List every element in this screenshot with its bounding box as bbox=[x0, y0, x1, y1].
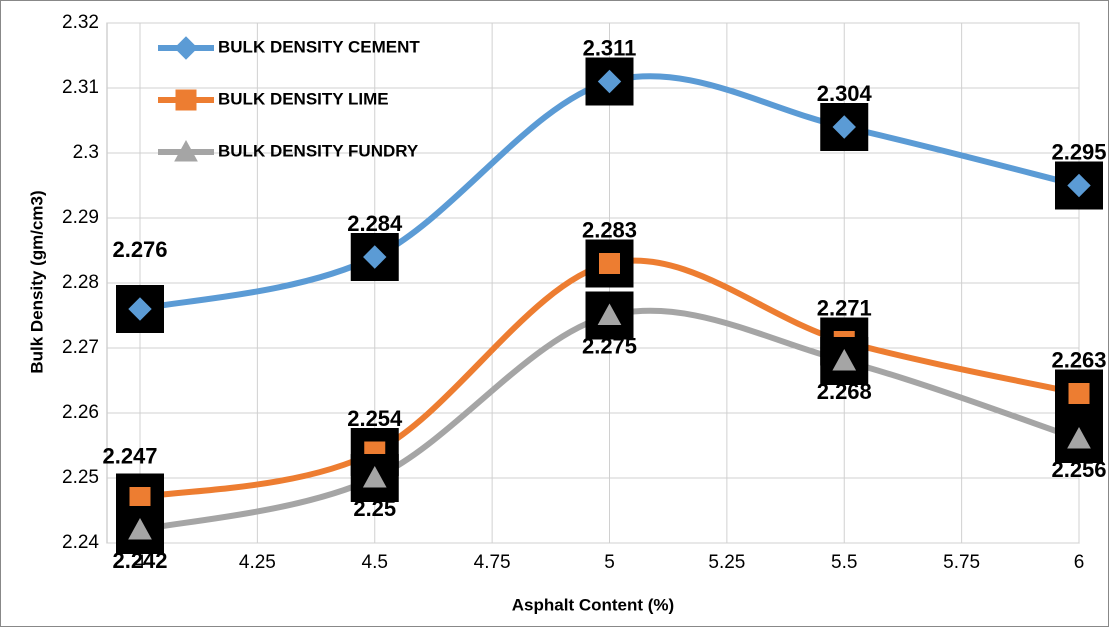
x-tick-label: 5.5 bbox=[831, 552, 857, 573]
y-tick-label: 2.25 bbox=[62, 467, 99, 488]
legend-label: BULK DENSITY CEMENT bbox=[218, 37, 420, 56]
x-tick-label: 4.75 bbox=[474, 552, 511, 573]
data-label: 2.263 bbox=[1051, 347, 1106, 372]
y-tick-label: 2.28 bbox=[62, 272, 99, 293]
data-label: 2.247 bbox=[102, 443, 157, 468]
marker bbox=[128, 297, 152, 321]
x-tick-label: 4.25 bbox=[239, 552, 276, 573]
marker bbox=[363, 245, 387, 269]
y-tick-label: 2.32 bbox=[62, 12, 99, 33]
y-tick-label: 2.31 bbox=[62, 77, 99, 98]
marker bbox=[175, 89, 197, 111]
y-tick-label: 2.26 bbox=[62, 402, 99, 423]
data-label: 2.283 bbox=[582, 217, 637, 242]
y-tick-label: 2.27 bbox=[62, 337, 99, 358]
data-label: 2.254 bbox=[347, 406, 403, 431]
x-axis-title: Asphalt Content (%) bbox=[512, 595, 674, 614]
x-tick-label: 6 bbox=[1074, 552, 1085, 573]
marker bbox=[597, 69, 622, 94]
legend-label: BULK DENSITY FUNDRY bbox=[218, 141, 419, 160]
legend-label: BULK DENSITY LIME bbox=[218, 89, 389, 108]
x-tick-label: 5.75 bbox=[943, 552, 980, 573]
data-label: 2.271 bbox=[817, 295, 872, 320]
marker bbox=[174, 139, 198, 162]
marker bbox=[128, 517, 152, 540]
marker bbox=[174, 36, 198, 60]
data-label: 2.276 bbox=[112, 237, 167, 262]
data-label: 2.284 bbox=[347, 211, 403, 236]
marker bbox=[1068, 383, 1090, 404]
y-tick-label: 2.29 bbox=[62, 207, 99, 228]
x-tick-label: 4 bbox=[135, 552, 146, 573]
data-label: 2.275 bbox=[582, 333, 637, 358]
marker bbox=[362, 465, 387, 488]
marker bbox=[832, 348, 857, 371]
marker bbox=[832, 115, 856, 139]
y-tick-label: 2.24 bbox=[62, 532, 99, 553]
x-tick-label: 5.25 bbox=[708, 552, 745, 573]
data-label: 2.304 bbox=[817, 81, 873, 106]
data-label: 2.242 bbox=[112, 548, 167, 573]
marker bbox=[597, 303, 622, 325]
x-tick-label: 4.5 bbox=[362, 552, 388, 573]
data-label: 2.256 bbox=[1051, 457, 1106, 482]
marker bbox=[599, 253, 620, 274]
marker bbox=[1067, 173, 1091, 198]
x-tick-label: 5 bbox=[604, 552, 615, 573]
data-label: 2.268 bbox=[817, 379, 872, 404]
y-tick-label: 2.3 bbox=[73, 142, 99, 163]
y-axis-title: Bulk Density (gm/cm3) bbox=[27, 190, 46, 373]
data-label: 2.25 bbox=[353, 496, 396, 521]
marker bbox=[129, 487, 151, 508]
data-label: 2.295 bbox=[1051, 139, 1106, 164]
marker bbox=[1067, 426, 1091, 449]
data-label: 2.311 bbox=[583, 35, 637, 60]
